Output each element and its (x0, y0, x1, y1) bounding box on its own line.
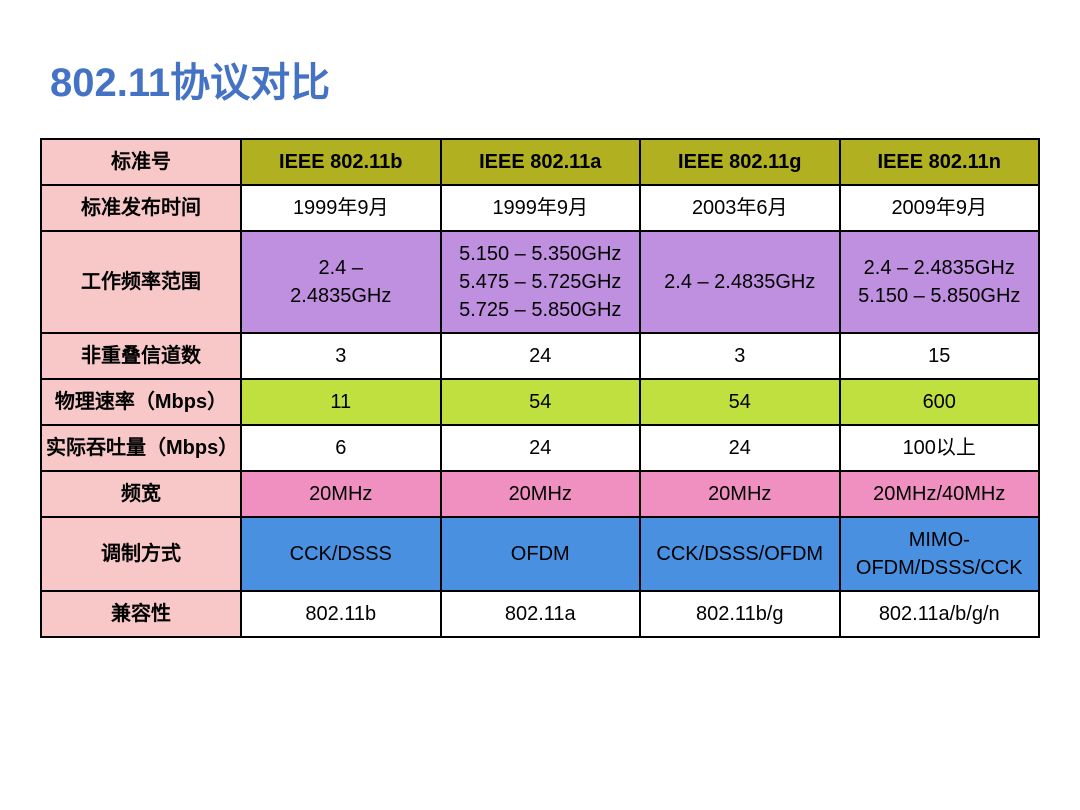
table-cell: 1999年9月 (241, 185, 441, 231)
table-row: 实际吞吐量（Mbps）62424100以上 (41, 425, 1039, 471)
table-cell: 2.4 –2.4835GHz (241, 231, 441, 333)
page-title: 802.11协议对比 (50, 50, 1040, 108)
table-cell: 3 (241, 333, 441, 379)
table-cell: 24 (441, 425, 641, 471)
header-cell: IEEE 802.11a (441, 139, 641, 185)
table-header-row: 标准号 IEEE 802.11b IEEE 802.11a IEEE 802.1… (41, 139, 1039, 185)
table-cell: 20MHz/40MHz (840, 471, 1040, 517)
table-cell: 600 (840, 379, 1040, 425)
header-cell: IEEE 802.11g (640, 139, 840, 185)
table-row: 工作频率范围2.4 –2.4835GHz5.150 – 5.350GHz5.47… (41, 231, 1039, 333)
row-label: 标准发布时间 (41, 185, 241, 231)
header-label: 标准号 (41, 139, 241, 185)
table-cell: 2.4 – 2.4835GHz (640, 231, 840, 333)
table-row: 频宽20MHz20MHz20MHz20MHz/40MHz (41, 471, 1039, 517)
table-row: 兼容性802.11b802.11a802.11b/g802.11a/b/g/n (41, 591, 1039, 637)
table-cell: 802.11a (441, 591, 641, 637)
row-label: 物理速率（Mbps） (41, 379, 241, 425)
table-cell: OFDM (441, 517, 641, 591)
table-cell: MIMO-OFDM/DSSS/CCK (840, 517, 1040, 591)
row-label: 调制方式 (41, 517, 241, 591)
table-cell: 802.11b (241, 591, 441, 637)
row-label: 频宽 (41, 471, 241, 517)
table-cell: 2.4 – 2.4835GHz5.150 – 5.850GHz (840, 231, 1040, 333)
table-cell: 2003年6月 (640, 185, 840, 231)
row-label: 非重叠信道数 (41, 333, 241, 379)
table-cell: 24 (441, 333, 641, 379)
table-cell: 6 (241, 425, 441, 471)
table-cell: 100以上 (840, 425, 1040, 471)
row-label: 兼容性 (41, 591, 241, 637)
table-cell: 15 (840, 333, 1040, 379)
table-cell: 54 (441, 379, 641, 425)
table-cell: CCK/DSSS/OFDM (640, 517, 840, 591)
table-row: 标准发布时间1999年9月1999年9月2003年6月2009年9月 (41, 185, 1039, 231)
header-cell: IEEE 802.11b (241, 139, 441, 185)
table-cell: 20MHz (640, 471, 840, 517)
table-cell: 5.150 – 5.350GHz5.475 – 5.725GHz5.725 – … (441, 231, 641, 333)
table-cell: 11 (241, 379, 441, 425)
table-row: 物理速率（Mbps）115454600 (41, 379, 1039, 425)
table-cell: 24 (640, 425, 840, 471)
table-cell: 20MHz (441, 471, 641, 517)
table-cell: 2009年9月 (840, 185, 1040, 231)
table-cell: 802.11a/b/g/n (840, 591, 1040, 637)
table-cell: 3 (640, 333, 840, 379)
table-cell: 802.11b/g (640, 591, 840, 637)
table-row: 非重叠信道数324315 (41, 333, 1039, 379)
comparison-table: 标准号 IEEE 802.11b IEEE 802.11a IEEE 802.1… (40, 138, 1040, 638)
table-cell: 54 (640, 379, 840, 425)
row-label: 实际吞吐量（Mbps） (41, 425, 241, 471)
table-cell: 1999年9月 (441, 185, 641, 231)
header-cell: IEEE 802.11n (840, 139, 1040, 185)
row-label: 工作频率范围 (41, 231, 241, 333)
table-row: 调制方式CCK/DSSSOFDMCCK/DSSS/OFDMMIMO-OFDM/D… (41, 517, 1039, 591)
table-cell: 20MHz (241, 471, 441, 517)
table-cell: CCK/DSSS (241, 517, 441, 591)
